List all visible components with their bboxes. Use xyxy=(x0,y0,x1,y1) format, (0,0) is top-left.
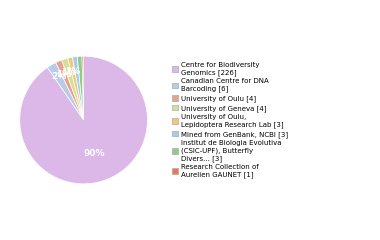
Text: 2%: 2% xyxy=(51,72,66,82)
Wedge shape xyxy=(56,60,84,120)
Text: 1%: 1% xyxy=(57,70,72,79)
Text: 1%: 1% xyxy=(61,68,76,77)
Wedge shape xyxy=(77,56,84,120)
Text: 90%: 90% xyxy=(83,149,105,158)
Wedge shape xyxy=(82,56,84,120)
Wedge shape xyxy=(48,63,84,120)
Wedge shape xyxy=(73,56,84,120)
Wedge shape xyxy=(62,58,84,120)
Wedge shape xyxy=(68,57,84,120)
Legend: Centre for Biodiversity
Genomics [226], Canadian Centre for DNA
Barcoding [6], U: Centre for Biodiversity Genomics [226], … xyxy=(171,61,290,179)
Wedge shape xyxy=(20,56,147,184)
Text: 1%: 1% xyxy=(65,67,81,76)
